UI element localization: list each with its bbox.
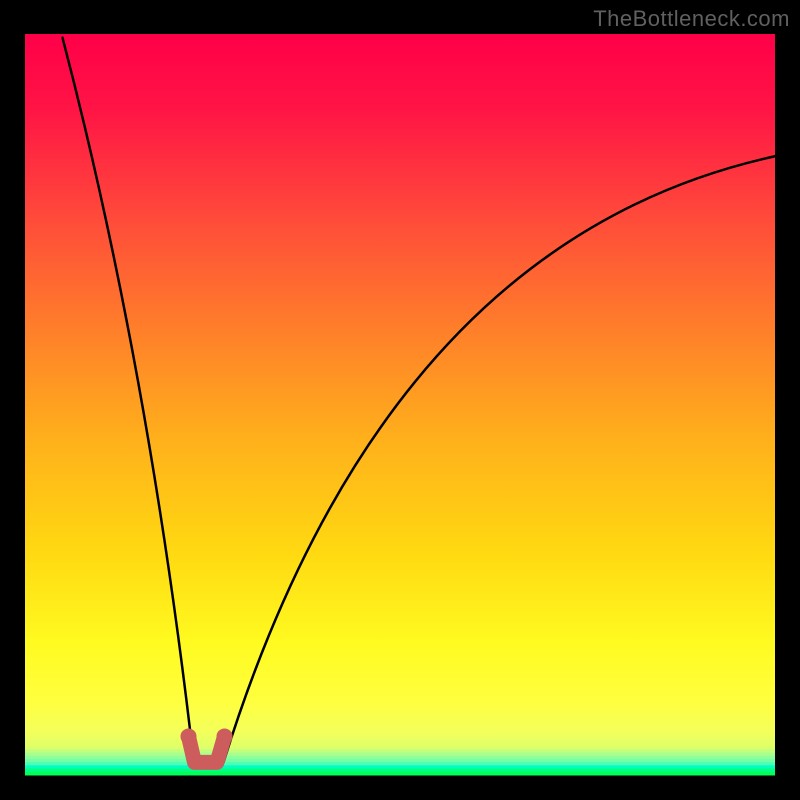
bottom-band [25, 752, 775, 756]
bottom-band [25, 762, 775, 766]
bottom-band [25, 746, 775, 750]
bottom-band [25, 759, 775, 763]
bottom-band [25, 756, 775, 760]
watermark-text: TheBottleneck.com [593, 6, 790, 32]
bottom-band [25, 772, 775, 776]
optimum-marker-endpoint [181, 728, 197, 744]
chart-frame: TheBottleneck.com [0, 0, 800, 800]
optimum-marker-endpoint [217, 728, 233, 744]
gradient-background [25, 34, 775, 775]
bottom-band [25, 769, 775, 773]
bottom-band [25, 765, 775, 769]
bottom-band [25, 749, 775, 753]
bottleneck-chart [0, 0, 800, 800]
